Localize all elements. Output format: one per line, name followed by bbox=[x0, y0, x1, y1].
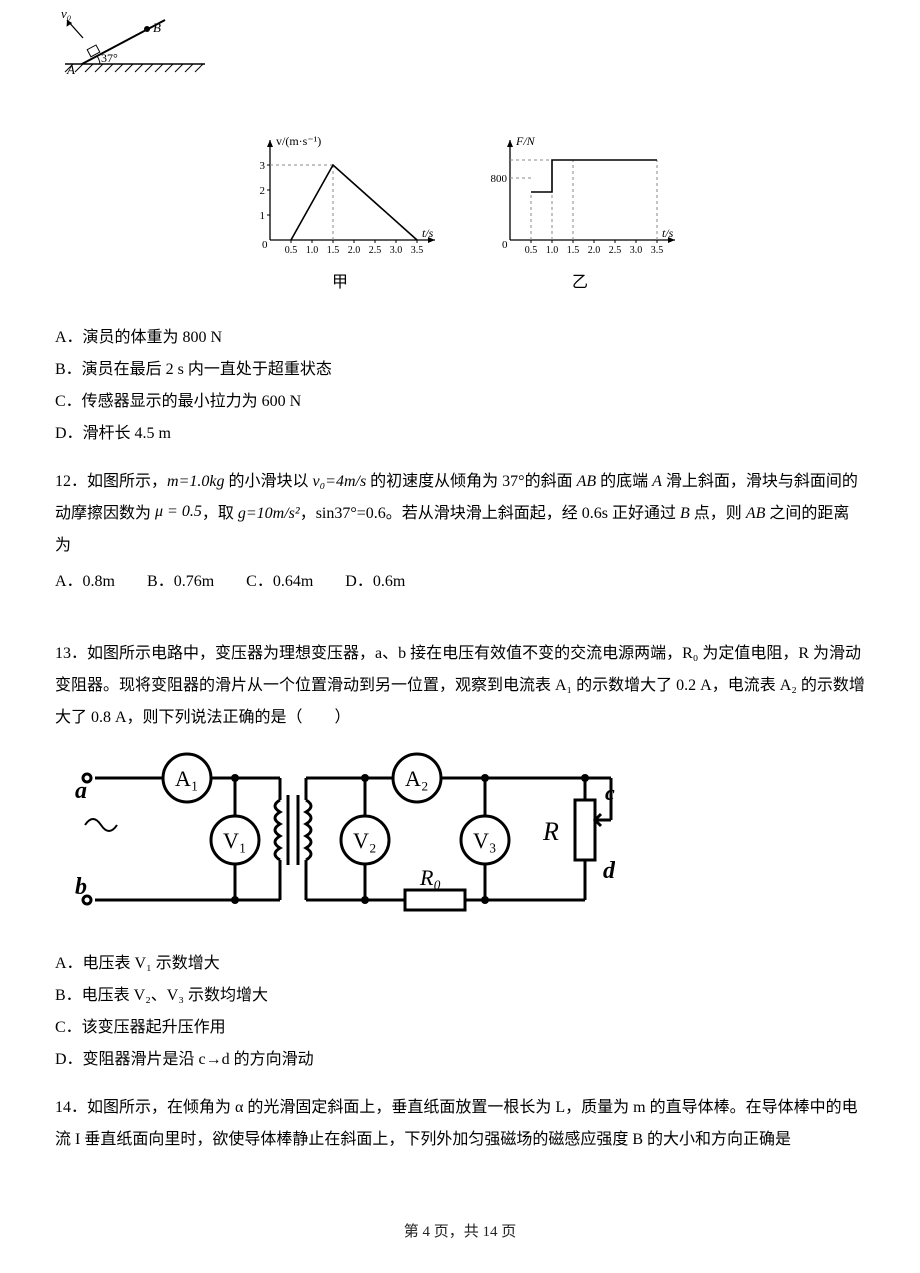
chart-yi: F/N t/s 0.5 1.0 1.5 2.0 2.5 3.0 3.5 800 … bbox=[480, 130, 680, 260]
q12-s3: 的初速度从倾角为 37°的斜面 bbox=[366, 473, 576, 490]
q14-stem: 14．如图所示，在倾角为 α 的光滑固定斜面上，垂直纸面放置一根长为 L，质量为… bbox=[55, 1092, 865, 1156]
label-A1: A₁ bbox=[175, 766, 199, 791]
label-V1: V₁ bbox=[223, 828, 247, 853]
svg-text:3.0: 3.0 bbox=[390, 245, 403, 256]
svg-text:3.5: 3.5 bbox=[651, 245, 664, 256]
q12-s2: 的小滑块以 bbox=[224, 473, 312, 490]
label-R: R bbox=[542, 817, 559, 846]
q12-s6: ，取 bbox=[202, 505, 238, 522]
q11-options: A．演员的体重为 800 N B．演员在最后 2 s 内一直处于超重状态 C．传… bbox=[55, 322, 865, 450]
q12-opt-D: D．0.6m bbox=[345, 566, 405, 598]
jia-yticks: 1 2 3 bbox=[260, 160, 271, 222]
circuit-svg: a b A₁ A₂ V₁ V₂ V₃ R R₀ c d bbox=[55, 740, 615, 930]
label-c: c bbox=[605, 780, 615, 805]
label-V2: V₂ bbox=[353, 828, 377, 853]
q12-g: g=10m/s² bbox=[238, 505, 300, 522]
svg-text:0: 0 bbox=[502, 239, 508, 251]
label-a: a bbox=[75, 778, 87, 804]
q12-s8: 点，则 bbox=[690, 505, 746, 522]
q12-opt-A: A．0.8m bbox=[55, 566, 115, 598]
q13-opt-C: C．该变压器起升压作用 bbox=[55, 1012, 865, 1044]
chart-yi-wrap: F/N t/s 0.5 1.0 1.5 2.0 2.5 3.0 3.5 800 … bbox=[480, 130, 680, 292]
angle-label: 37° bbox=[101, 51, 118, 65]
svg-text:2: 2 bbox=[260, 185, 266, 197]
q13-stem: 13．如图所示电路中，变压器为理想变压器，a、b 接在电压有效值不变的交流电源两… bbox=[55, 638, 865, 734]
q12-AB2: AB bbox=[746, 505, 766, 522]
q12-A: A bbox=[652, 473, 662, 490]
page-number: 第 4 页，共 14 页 bbox=[55, 1220, 865, 1241]
svg-text:2.0: 2.0 bbox=[348, 245, 361, 256]
q12-mu: μ = 0.5 bbox=[155, 503, 202, 520]
q11-opt-C: C．传感器显示的最小拉力为 600 N bbox=[55, 386, 865, 418]
svg-text:1.5: 1.5 bbox=[327, 245, 340, 256]
svg-text:1.5: 1.5 bbox=[567, 245, 580, 256]
q11-opt-B: B．演员在最后 2 s 内一直处于超重状态 bbox=[55, 354, 865, 386]
incline-svg: 37° v₀ B A bbox=[55, 8, 210, 78]
svg-text:3.0: 3.0 bbox=[630, 245, 643, 256]
q12-opt-C: C．0.64m bbox=[246, 566, 313, 598]
incline-figure: 37° v₀ B A bbox=[55, 8, 210, 83]
svg-text:3.5: 3.5 bbox=[411, 245, 424, 256]
chart-yi-caption: 乙 bbox=[572, 268, 588, 292]
chart-jia-caption: 甲 bbox=[332, 268, 348, 292]
chart-jia-wrap: v/(m·s⁻¹) t/s 0.5 1.0 1.5 2.0 2.5 3.0 3.… bbox=[240, 130, 440, 292]
jia-xticks: 0.5 1.0 1.5 2.0 2.5 3.0 3.5 bbox=[285, 240, 424, 256]
q12-s1: 12．如图所示， bbox=[55, 473, 167, 490]
yi-ylabel: F/N bbox=[515, 134, 536, 148]
q13-opt-D: D．变阻器滑片是沿 c→d 的方向滑动 bbox=[55, 1044, 865, 1076]
svg-text:0.5: 0.5 bbox=[525, 245, 538, 256]
q11-opt-A: A．演员的体重为 800 N bbox=[55, 322, 865, 354]
label-b: b bbox=[75, 874, 87, 900]
jia-ylabel: v/(m·s⁻¹) bbox=[276, 134, 321, 148]
jia-xlabel: t/s bbox=[422, 226, 434, 240]
circuit-figure: a b A₁ A₂ V₁ V₂ V₃ R R₀ c d bbox=[55, 740, 865, 942]
B-label: B bbox=[153, 20, 161, 35]
svg-text:2.0: 2.0 bbox=[588, 245, 601, 256]
q13-opt-A: A．电压表 V₁ 示数增大 bbox=[55, 948, 865, 980]
q14-block: 14．如图所示，在倾角为 α 的光滑固定斜面上，垂直纸面放置一根长为 L，质量为… bbox=[55, 1092, 865, 1156]
svg-text:2.5: 2.5 bbox=[369, 245, 382, 256]
svg-text:1.0: 1.0 bbox=[546, 245, 559, 256]
A-label: A bbox=[66, 62, 75, 77]
q12-m: m=1.0kg bbox=[167, 473, 224, 490]
page: 37° v₀ B A v/(m·s⁻¹) t/s bbox=[0, 0, 920, 1273]
svg-text:0.5: 0.5 bbox=[285, 245, 298, 256]
yi-yticks: 800 bbox=[491, 173, 508, 185]
q12-s7: ，sin37°=0.6。若从滑块滑上斜面起，经 0.6s 正好通过 bbox=[300, 505, 680, 522]
svg-text:0: 0 bbox=[262, 239, 268, 251]
q12-block: 12．如图所示，m=1.0kg 的小滑块以 v₀=4m/s 的初速度从倾角为 3… bbox=[55, 466, 865, 598]
svg-text:1: 1 bbox=[260, 210, 266, 222]
q13-opt-B: B．电压表 V₂、V₃ 示数均增大 bbox=[55, 980, 865, 1012]
q12-AB: AB bbox=[577, 473, 597, 490]
label-A2: A₂ bbox=[405, 766, 429, 791]
q12-s4: 的底端 bbox=[596, 473, 652, 490]
label-R0: R₀ bbox=[419, 865, 441, 890]
label-d: d bbox=[603, 858, 615, 884]
svg-text:3: 3 bbox=[260, 160, 266, 172]
chart-jia: v/(m·s⁻¹) t/s 0.5 1.0 1.5 2.0 2.5 3.0 3.… bbox=[240, 130, 440, 260]
svg-text:2.5: 2.5 bbox=[609, 245, 622, 256]
q12-B: B bbox=[680, 505, 690, 522]
q12-v0: v₀=4m/s bbox=[312, 473, 366, 490]
q12-options: A．0.8m B．0.76m C．0.64m D．0.6m bbox=[55, 566, 865, 598]
v0-label: v₀ bbox=[61, 8, 71, 21]
yi-xlabel: t/s bbox=[662, 226, 674, 240]
q12-opt-B: B．0.76m bbox=[147, 566, 214, 598]
yi-xticks: 0.5 1.0 1.5 2.0 2.5 3.0 3.5 bbox=[525, 240, 664, 256]
svg-text:1.0: 1.0 bbox=[306, 245, 319, 256]
label-V3: V₃ bbox=[473, 828, 497, 853]
q11-opt-D: D．滑杆长 4.5 m bbox=[55, 418, 865, 450]
q13-block: 13．如图所示电路中，变压器为理想变压器，a、b 接在电压有效值不变的交流电源两… bbox=[55, 638, 865, 1076]
svg-text:800: 800 bbox=[491, 173, 508, 185]
